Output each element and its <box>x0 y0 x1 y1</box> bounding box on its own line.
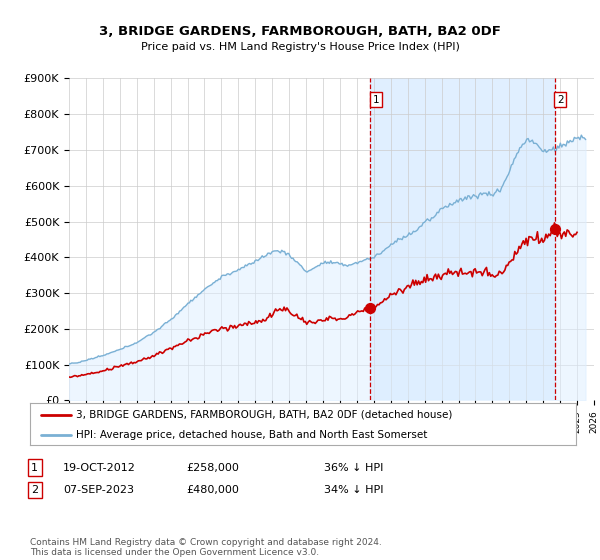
Text: HPI: Average price, detached house, Bath and North East Somerset: HPI: Average price, detached house, Bath… <box>76 430 428 440</box>
Text: 2: 2 <box>557 95 564 105</box>
Text: 1: 1 <box>373 95 379 105</box>
Text: Contains HM Land Registry data © Crown copyright and database right 2024.
This d: Contains HM Land Registry data © Crown c… <box>30 538 382 557</box>
Text: 19-OCT-2012: 19-OCT-2012 <box>63 463 136 473</box>
Point <box>550 224 559 233</box>
Text: 07-SEP-2023: 07-SEP-2023 <box>63 485 134 495</box>
Text: 36% ↓ HPI: 36% ↓ HPI <box>324 463 383 473</box>
Text: £258,000: £258,000 <box>186 463 239 473</box>
Text: 3, BRIDGE GARDENS, FARMBOROUGH, BATH, BA2 0DF: 3, BRIDGE GARDENS, FARMBOROUGH, BATH, BA… <box>99 25 501 38</box>
Text: 1: 1 <box>31 463 38 473</box>
Bar <box>370 78 554 400</box>
Text: £480,000: £480,000 <box>186 485 239 495</box>
Text: 34% ↓ HPI: 34% ↓ HPI <box>324 485 383 495</box>
Text: 3, BRIDGE GARDENS, FARMBOROUGH, BATH, BA2 0DF (detached house): 3, BRIDGE GARDENS, FARMBOROUGH, BATH, BA… <box>76 410 453 420</box>
Text: Price paid vs. HM Land Registry's House Price Index (HPI): Price paid vs. HM Land Registry's House … <box>140 42 460 52</box>
Point <box>365 304 375 312</box>
Text: 2: 2 <box>31 485 38 495</box>
